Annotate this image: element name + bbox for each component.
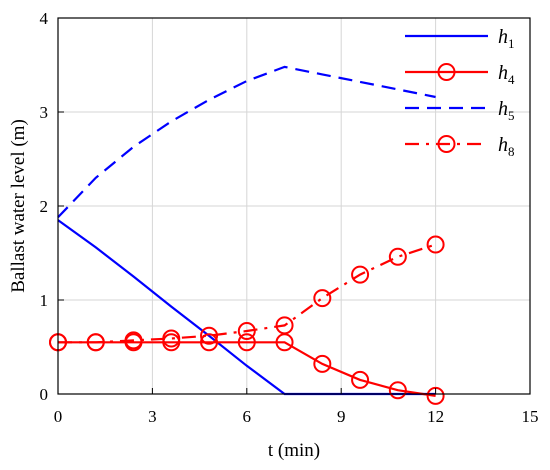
data-point bbox=[275, 316, 294, 335]
grid bbox=[57, 17, 531, 395]
legend-label-subscript: 4 bbox=[508, 72, 515, 87]
legend-label-base: h bbox=[498, 26, 508, 48]
series-line bbox=[57, 65, 436, 219]
series-line bbox=[58, 341, 436, 397]
y-axis-label: Ballast water level (m) bbox=[8, 119, 29, 293]
legend-item: h4 bbox=[405, 62, 515, 87]
legend-label-subscript: 5 bbox=[508, 108, 515, 123]
legend-label-base: h bbox=[498, 62, 508, 84]
legend-label: h8 bbox=[498, 134, 515, 159]
legend-label: h1 bbox=[498, 26, 515, 51]
data-point bbox=[124, 331, 143, 350]
x-tick-label: 6 bbox=[243, 407, 252, 426]
x-tick-label: 3 bbox=[148, 407, 157, 426]
data-point bbox=[426, 235, 445, 254]
data-point bbox=[351, 265, 370, 284]
data-point bbox=[200, 333, 219, 352]
y-tick-label: 3 bbox=[40, 103, 49, 122]
legend-item: h5 bbox=[405, 98, 515, 123]
legend-label-base: h bbox=[498, 134, 508, 156]
data-point bbox=[388, 247, 407, 266]
data-point bbox=[426, 386, 445, 405]
legend-marker bbox=[437, 63, 456, 81]
data-point bbox=[86, 333, 105, 352]
x-tick-label: 15 bbox=[522, 407, 539, 426]
y-tick-label: 0 bbox=[40, 385, 49, 404]
legend-label: h4 bbox=[498, 62, 515, 87]
x-tick-label: 0 bbox=[54, 407, 63, 426]
y-tick-label: 1 bbox=[40, 291, 49, 310]
x-axis-label: t (min) bbox=[268, 440, 320, 461]
y-tick-label: 4 bbox=[40, 9, 49, 28]
legend-label-subscript: 8 bbox=[508, 144, 515, 159]
legend-item: h8 bbox=[405, 134, 515, 159]
data-point bbox=[313, 354, 332, 373]
legend-label-subscript: 1 bbox=[508, 36, 515, 51]
y-tick-label: 2 bbox=[40, 197, 49, 216]
legend-label-base: h bbox=[498, 98, 508, 120]
x-tick-label: 9 bbox=[337, 407, 346, 426]
legend-marker bbox=[437, 135, 456, 153]
data-point bbox=[313, 289, 332, 308]
series-h5 bbox=[57, 65, 436, 219]
data-point bbox=[162, 329, 181, 348]
data-point bbox=[237, 322, 256, 341]
legend-label: h5 bbox=[498, 98, 515, 123]
data-point bbox=[388, 381, 407, 400]
x-tick-label: 12 bbox=[427, 407, 444, 426]
legend-item: h1 bbox=[405, 26, 515, 51]
series-line bbox=[58, 243, 436, 344]
data-point bbox=[200, 326, 219, 345]
data-point bbox=[237, 333, 256, 352]
data-point bbox=[351, 370, 370, 389]
